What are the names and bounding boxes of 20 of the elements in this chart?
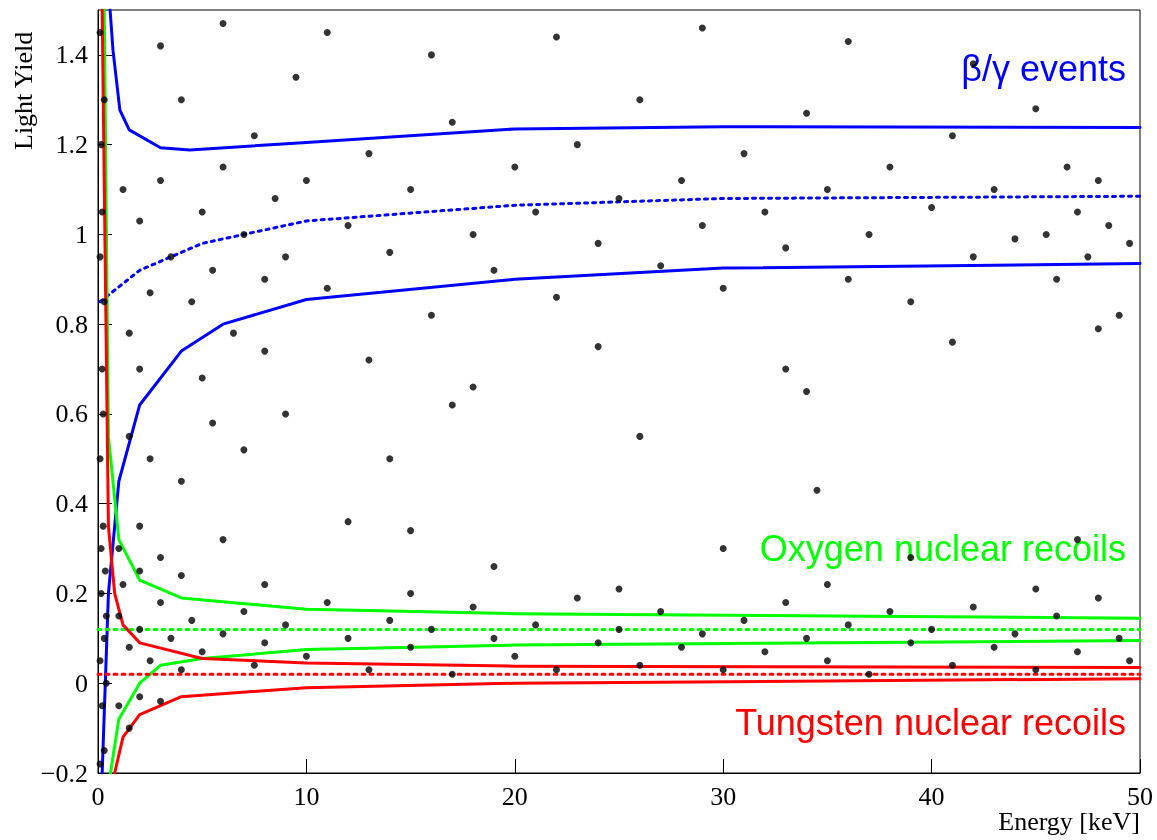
y-tick-label: 0.4 xyxy=(55,489,88,519)
x-tick-label: 20 xyxy=(501,781,528,811)
y-tick-label: 1 xyxy=(75,219,88,249)
line-series xyxy=(108,8,1142,152)
y-tick-label: −0.2 xyxy=(40,758,88,788)
x-tick-label: 10 xyxy=(293,781,320,811)
y-axis-title: Light Yield xyxy=(8,31,38,150)
y-tick-label: 1.2 xyxy=(55,130,88,160)
y-tick-label: 1.4 xyxy=(55,40,88,70)
y-tick-label: 0.2 xyxy=(55,578,88,608)
y-tick-label: 0.8 xyxy=(55,309,88,339)
y-tick-label: 0.6 xyxy=(55,399,88,429)
series-label: Tungsten nuclear recoils xyxy=(735,701,1126,743)
y-tick-label: 0 xyxy=(75,668,88,698)
x-tick-label: 30 xyxy=(710,781,737,811)
line-series xyxy=(109,639,1142,775)
series-label: Oxygen nuclear recoils xyxy=(759,527,1126,569)
line-series xyxy=(98,194,1142,304)
text: β/γ events xyxy=(961,47,1126,89)
x-tick-label: 40 xyxy=(918,781,945,811)
